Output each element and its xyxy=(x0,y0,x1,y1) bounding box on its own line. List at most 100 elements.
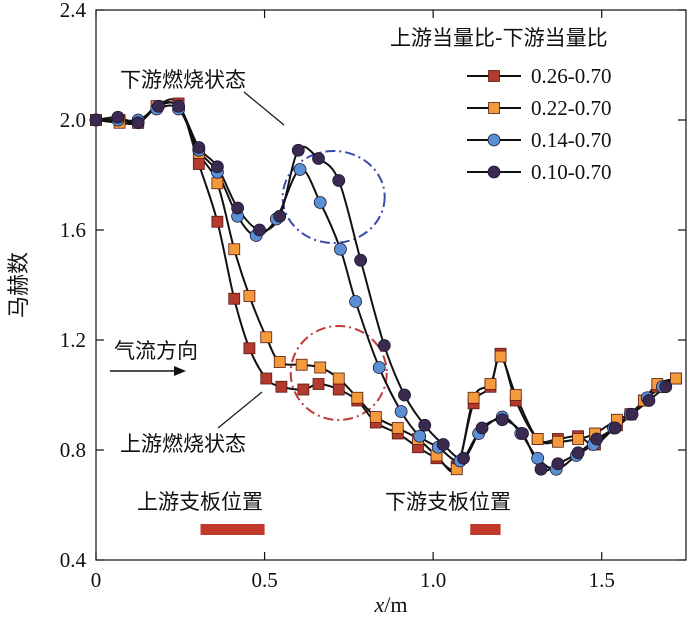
data-point-0.14-0.70 xyxy=(334,242,347,256)
data-point-0.22-0.70 xyxy=(228,243,241,256)
data-point-0.10-0.70 xyxy=(495,413,509,427)
legend-title: 上游当量比-下游当量比 xyxy=(390,26,608,50)
data-point-0.10-0.70 xyxy=(210,160,224,174)
downstream-state-pointer xyxy=(243,91,285,126)
strut-bars xyxy=(200,524,501,535)
data-point-0.22-0.70 xyxy=(669,372,682,385)
data-point-0.10-0.70 xyxy=(332,174,346,187)
flow-direction-arrow-head xyxy=(174,366,186,376)
y-axis-title: 马赫数 xyxy=(6,252,31,318)
downstream-strut-bar xyxy=(470,524,501,535)
data-point-0.22-0.70 xyxy=(531,433,544,445)
data-point-0.14-0.70 xyxy=(372,361,386,374)
data-point-0.22-0.70 xyxy=(484,378,497,390)
legend-marker-0.26-0.70 xyxy=(488,70,500,82)
legend-marker-0.22-0.70 xyxy=(488,102,500,114)
data-point-0.10-0.70 xyxy=(436,438,450,451)
downstream-state-circle xyxy=(281,150,386,244)
upstream-state-circle xyxy=(289,325,388,421)
data-point-0.14-0.70 xyxy=(531,451,545,465)
x-tick-label: 0.5 xyxy=(251,568,277,592)
data-point-0.10-0.70 xyxy=(457,451,470,465)
data-point-0.10-0.70 xyxy=(231,201,245,215)
data-point-0.26-0.70 xyxy=(260,372,273,385)
data-point-0.14-0.70 xyxy=(413,429,427,443)
legend-marker-0.10-0.70 xyxy=(487,165,501,179)
axis-tick-labels: 0 0.5 1.0 1.5 0.4 0.8 1.2 1.6 2.0 2.4 xyxy=(60,0,615,592)
data-point-0.26-0.70 xyxy=(228,292,241,305)
legend-label-0.10-0.70: 0.10-0.70 xyxy=(531,160,612,184)
y-tick-label: 2.0 xyxy=(60,108,86,132)
data-point-0.26-0.70 xyxy=(211,215,224,228)
data-point-0.10-0.70 xyxy=(398,388,411,402)
data-point-0.10-0.70 xyxy=(659,380,673,394)
data-point-0.22-0.70 xyxy=(332,372,345,385)
upstream-state-label: 上游燃烧状态 xyxy=(120,432,246,456)
data-point-0.26-0.70 xyxy=(297,383,310,396)
legend-label-0.22-0.70: 0.22-0.70 xyxy=(531,96,612,120)
data-point-0.26-0.70 xyxy=(312,378,325,390)
downstream-state-label: 下游燃烧状态 xyxy=(120,68,246,92)
data-point-0.10-0.70 xyxy=(551,457,565,471)
data-point-0.26-0.70 xyxy=(243,342,256,355)
data-point-0.26-0.70 xyxy=(192,158,205,170)
y-tick-label: 1.2 xyxy=(60,328,86,352)
data-point-0.10-0.70 xyxy=(642,394,656,407)
axis-ticks xyxy=(95,9,686,561)
upstream-strut-label: 上游支板位置 xyxy=(137,490,263,514)
legend-label-0.14-0.70: 0.14-0.70 xyxy=(531,128,612,152)
data-point-0.10-0.70 xyxy=(273,209,287,223)
legend-label-0.26-0.70: 0.26-0.70 xyxy=(531,64,612,88)
data-point-0.10-0.70 xyxy=(111,110,125,124)
series-line-0.22-0.70 xyxy=(95,101,677,473)
series-markers xyxy=(89,97,682,476)
state-circles xyxy=(281,150,388,421)
data-point-0.10-0.70 xyxy=(534,462,548,476)
data-point-0.22-0.70 xyxy=(211,177,224,190)
data-point-0.22-0.70 xyxy=(260,331,273,344)
upstream-strut-bar xyxy=(200,524,265,535)
data-point-0.10-0.70 xyxy=(172,99,186,113)
data-point-0.10-0.70 xyxy=(253,223,266,237)
data-point-0.10-0.70 xyxy=(625,407,639,421)
legend-marker-0.14-0.70 xyxy=(487,133,501,147)
data-point-0.10-0.70 xyxy=(516,427,529,440)
data-point-0.22-0.70 xyxy=(351,391,364,404)
x-tick-label: 1.0 xyxy=(420,568,446,592)
y-tick-label: 1.6 xyxy=(60,218,86,242)
y-tick-label: 0.8 xyxy=(60,438,86,462)
y-tick-label: 2.4 xyxy=(60,0,87,22)
flow-direction-label: 气流方向 xyxy=(114,339,198,363)
data-point-0.10-0.70 xyxy=(291,143,305,157)
data-point-0.10-0.70 xyxy=(312,152,325,165)
upstream-state-pointer xyxy=(217,391,263,429)
data-point-0.22-0.70 xyxy=(273,356,286,368)
data-point-0.22-0.70 xyxy=(314,361,327,374)
data-point-0.22-0.70 xyxy=(391,422,404,434)
data-point-0.10-0.70 xyxy=(192,141,206,154)
data-point-0.22-0.70 xyxy=(551,435,564,448)
data-point-0.10-0.70 xyxy=(475,421,489,435)
data-point-0.26-0.70 xyxy=(275,380,288,393)
data-point-0.22-0.70 xyxy=(494,350,507,363)
y-tick-label: 0.4 xyxy=(60,548,87,572)
data-point-0.10-0.70 xyxy=(377,339,391,352)
data-point-0.14-0.70 xyxy=(293,163,307,176)
data-point-0.10-0.70 xyxy=(608,421,622,435)
data-point-0.22-0.70 xyxy=(572,433,585,445)
data-point-0.22-0.70 xyxy=(369,411,382,423)
legend: 0.26-0.70 0.22-0.70 0.14-0.70 0.10-0.70 xyxy=(467,64,612,184)
downstream-strut-label: 下游支板位置 xyxy=(385,490,511,514)
series-line-0.26-0.70 xyxy=(95,98,677,471)
data-point-0.10-0.70 xyxy=(418,418,432,432)
data-point-0.26-0.70 xyxy=(332,383,345,396)
data-point-0.10-0.70 xyxy=(590,432,604,446)
data-point-0.14-0.70 xyxy=(394,405,408,418)
plot-frame xyxy=(95,9,687,561)
data-point-0.10-0.70 xyxy=(131,116,145,130)
data-point-0.22-0.70 xyxy=(467,391,480,404)
x-tick-label: 0 xyxy=(91,568,102,592)
data-point-0.14-0.70 xyxy=(349,295,363,308)
data-point-0.10-0.70 xyxy=(571,446,585,460)
data-point-0.22-0.70 xyxy=(509,389,522,401)
